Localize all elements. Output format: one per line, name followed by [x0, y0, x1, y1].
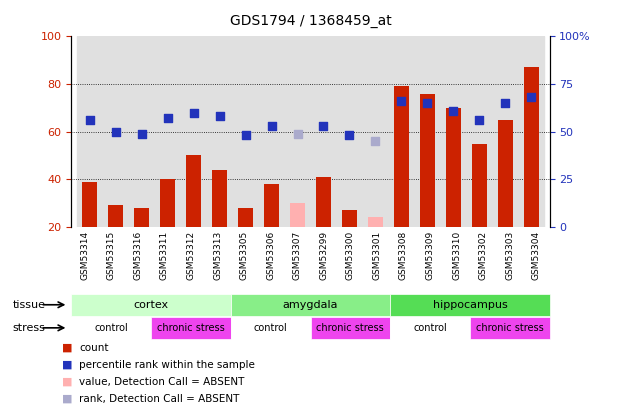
Point: [422, 100, 432, 106]
Bar: [181, 36, 207, 227]
Text: chronic stress: chronic stress: [157, 323, 225, 333]
Text: GSM53301: GSM53301: [373, 231, 381, 280]
Point: [371, 138, 381, 145]
Point: [448, 107, 458, 114]
Text: control: control: [94, 323, 128, 333]
Bar: [440, 36, 466, 227]
Point: [240, 132, 250, 139]
Bar: [342, 210, 356, 227]
Bar: [498, 120, 512, 227]
Bar: [109, 205, 123, 227]
Text: control: control: [254, 323, 288, 333]
Text: GSM53304: GSM53304: [532, 231, 541, 280]
Bar: [363, 36, 389, 227]
Text: GSM53302: GSM53302: [479, 231, 487, 280]
Text: GSM53303: GSM53303: [505, 231, 514, 280]
Text: GSM53309: GSM53309: [425, 231, 435, 280]
Point: [189, 109, 199, 116]
Point: [345, 132, 355, 139]
Text: GSM53316: GSM53316: [134, 231, 142, 280]
Text: GSM53314: GSM53314: [80, 231, 89, 280]
Bar: [186, 156, 201, 227]
Text: GSM53305: GSM53305: [240, 231, 248, 280]
Point: [215, 113, 225, 119]
Bar: [265, 184, 279, 227]
Bar: [394, 86, 409, 227]
Text: GSM53310: GSM53310: [452, 231, 461, 280]
Text: ■: ■: [62, 343, 73, 353]
Text: GSM53306: GSM53306: [266, 231, 275, 280]
Point: [474, 117, 484, 124]
Bar: [155, 36, 181, 227]
Bar: [524, 67, 538, 227]
Bar: [102, 36, 129, 227]
Point: [163, 115, 173, 122]
Point: [111, 128, 120, 135]
Bar: [337, 36, 363, 227]
Point: [292, 130, 302, 137]
Bar: [284, 36, 310, 227]
Text: chronic stress: chronic stress: [476, 323, 543, 333]
Bar: [473, 143, 487, 227]
Point: [501, 100, 510, 106]
Text: control: control: [413, 323, 447, 333]
Text: GSM53308: GSM53308: [399, 231, 408, 280]
Point: [266, 123, 276, 129]
Text: ■: ■: [62, 360, 73, 370]
Bar: [316, 177, 330, 227]
Text: ■: ■: [62, 377, 73, 387]
Text: value, Detection Call = ABSENT: value, Detection Call = ABSENT: [79, 377, 245, 387]
Point: [527, 94, 537, 100]
Text: GSM53312: GSM53312: [186, 231, 196, 280]
Bar: [466, 36, 492, 227]
Point: [319, 123, 329, 129]
Point: [137, 130, 147, 137]
Text: GSM53307: GSM53307: [292, 231, 302, 280]
Bar: [238, 208, 253, 227]
Text: rank, Detection Call = ABSENT: rank, Detection Call = ABSENT: [79, 394, 240, 404]
Bar: [83, 181, 97, 227]
Text: tissue: tissue: [12, 300, 45, 310]
Bar: [389, 36, 414, 227]
Bar: [414, 36, 440, 227]
Bar: [446, 108, 461, 227]
Text: ■: ■: [62, 394, 73, 404]
Text: GSM53313: GSM53313: [213, 231, 222, 280]
Bar: [129, 36, 155, 227]
Text: percentile rank within the sample: percentile rank within the sample: [79, 360, 255, 370]
Bar: [232, 36, 258, 227]
Point: [396, 98, 406, 104]
Bar: [291, 203, 305, 227]
Bar: [519, 36, 545, 227]
Bar: [492, 36, 519, 227]
Text: GSM53311: GSM53311: [160, 231, 169, 280]
Text: hippocampus: hippocampus: [432, 300, 507, 310]
Bar: [420, 94, 435, 227]
Bar: [368, 217, 383, 227]
Bar: [160, 179, 175, 227]
Text: GDS1794 / 1368459_at: GDS1794 / 1368459_at: [230, 14, 391, 28]
Text: GSM53300: GSM53300: [346, 231, 355, 280]
Bar: [207, 36, 232, 227]
Text: stress: stress: [12, 323, 45, 333]
Text: GSM53299: GSM53299: [319, 231, 329, 280]
Point: [84, 117, 94, 124]
Bar: [212, 170, 227, 227]
Text: amygdala: amygdala: [283, 300, 338, 310]
Text: count: count: [79, 343, 109, 353]
Text: GSM53315: GSM53315: [107, 231, 116, 280]
Text: chronic stress: chronic stress: [317, 323, 384, 333]
Bar: [134, 208, 148, 227]
Text: cortex: cortex: [134, 300, 169, 310]
Bar: [258, 36, 284, 227]
Bar: [310, 36, 337, 227]
Bar: [76, 36, 102, 227]
